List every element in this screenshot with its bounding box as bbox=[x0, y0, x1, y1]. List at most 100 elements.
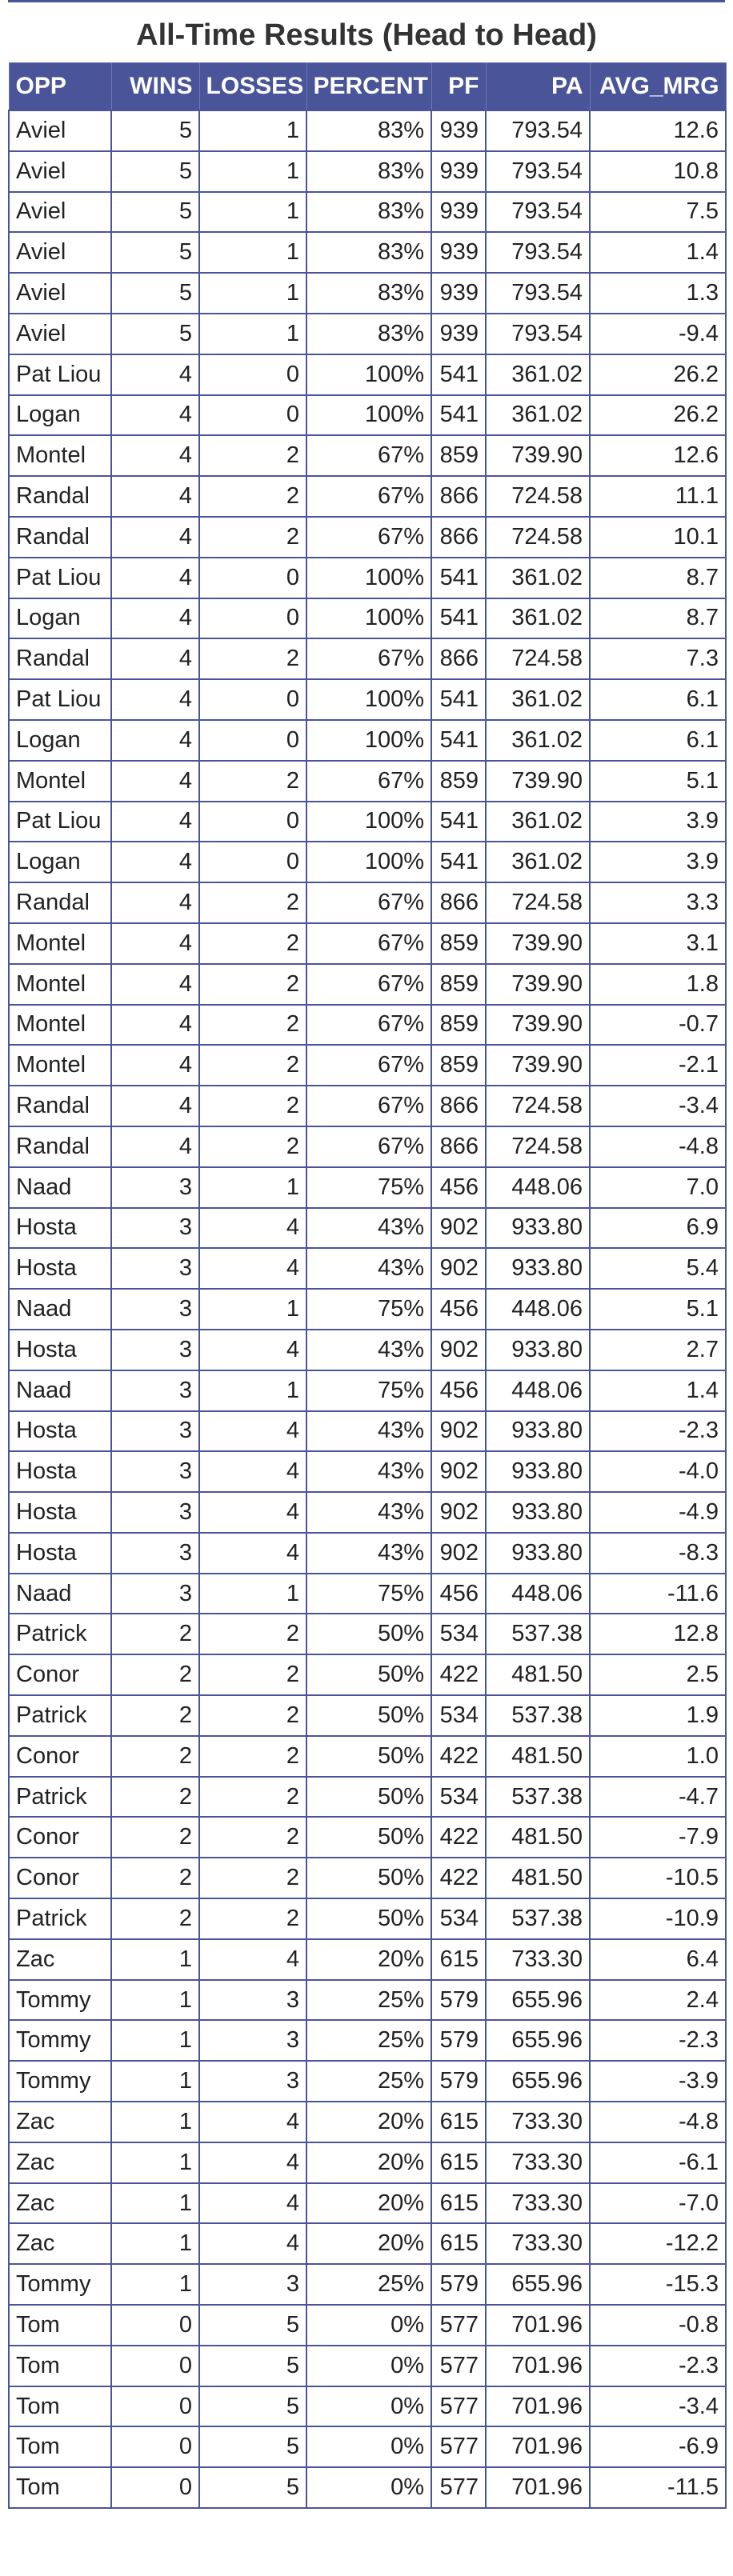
avg-mrg-cell: -7.9 bbox=[589, 1816, 727, 1859]
avg-mrg-cell: -8.3 bbox=[589, 1531, 727, 1574]
wins-cell: 3 bbox=[110, 1247, 200, 1290]
losses-cell: 2 bbox=[198, 1044, 307, 1087]
losses-cell: 4 bbox=[198, 1491, 307, 1534]
wins-cell: 4 bbox=[110, 556, 200, 599]
percent-cell: 83% bbox=[306, 231, 432, 274]
pa-cell: 701.96 bbox=[485, 2344, 591, 2387]
pa-cell: 481.50 bbox=[485, 1734, 591, 1778]
table-row: Tommy 1 3 25% 579 655.96 -15.3 bbox=[8, 2263, 727, 2306]
wins-cell: 5 bbox=[110, 190, 200, 234]
losses-cell: 4 bbox=[198, 2222, 307, 2266]
pa-cell: 739.90 bbox=[485, 922, 591, 965]
losses-cell: 2 bbox=[198, 1775, 307, 1818]
wins-cell: 4 bbox=[110, 718, 200, 762]
pa-cell: 724.58 bbox=[485, 475, 591, 518]
wins-cell: 2 bbox=[110, 1898, 200, 1940]
pf-cell: 615 bbox=[431, 2222, 487, 2266]
pa-cell: 933.80 bbox=[485, 1450, 591, 1494]
losses-cell: 0 bbox=[198, 841, 307, 884]
pa-cell: 724.58 bbox=[485, 1125, 591, 1168]
losses-cell: 3 bbox=[198, 2263, 307, 2306]
losses-cell: 4 bbox=[198, 2182, 307, 2225]
table-row: Patrick 2 2 50% 534 537.38 -4.7 bbox=[8, 1775, 727, 1818]
percent-cell: 50% bbox=[306, 1857, 432, 1900]
column-header-avg-mrg[interactable]: AVG_MRG bbox=[589, 62, 727, 111]
table-row: Tom 0 5 0% 577 701.96 -6.9 bbox=[8, 2426, 727, 2469]
opp-cell: Pat Liou bbox=[8, 678, 112, 721]
pf-cell: 534 bbox=[431, 1694, 487, 1737]
pf-cell: 859 bbox=[431, 922, 487, 965]
percent-cell: 0% bbox=[306, 2304, 432, 2346]
pa-cell: 739.90 bbox=[485, 759, 591, 802]
pa-cell: 701.96 bbox=[485, 2385, 591, 2428]
opp-cell: Randal bbox=[8, 1085, 112, 1127]
column-header-wins[interactable]: WINS bbox=[110, 62, 200, 111]
table-row: Tom 0 5 0% 577 701.96 -11.5 bbox=[8, 2466, 727, 2510]
avg-mrg-cell: 11.1 bbox=[589, 475, 727, 518]
wins-cell: 2 bbox=[110, 1734, 200, 1778]
percent-cell: 75% bbox=[306, 1166, 432, 1209]
table-row: Montel 4 2 67% 859 739.90 1.8 bbox=[8, 962, 727, 1006]
losses-cell: 2 bbox=[198, 1857, 307, 1900]
column-header-opp[interactable]: OPP bbox=[8, 62, 112, 111]
pa-cell: 361.02 bbox=[485, 394, 591, 437]
wins-cell: 4 bbox=[110, 475, 200, 518]
avg-mrg-cell: 6.4 bbox=[589, 1938, 727, 1981]
opp-cell: Aviel bbox=[8, 272, 112, 314]
column-header-pa[interactable]: PA bbox=[485, 62, 591, 111]
avg-mrg-cell: -4.0 bbox=[589, 1450, 727, 1494]
pa-cell: 481.50 bbox=[485, 1857, 591, 1900]
avg-mrg-cell: 2.5 bbox=[589, 1654, 727, 1697]
wins-cell: 4 bbox=[110, 962, 200, 1006]
avg-mrg-cell: -6.1 bbox=[589, 2141, 727, 2184]
percent-cell: 67% bbox=[306, 882, 432, 924]
table-row: Zac 1 4 20% 615 733.30 -12.2 bbox=[8, 2222, 727, 2266]
wins-cell: 4 bbox=[110, 1003, 200, 1046]
pf-cell: 859 bbox=[431, 1044, 487, 1087]
column-header-losses[interactable]: LOSSES bbox=[198, 62, 307, 111]
losses-cell: 5 bbox=[198, 2385, 307, 2428]
pf-cell: 534 bbox=[431, 1613, 487, 1656]
pf-cell: 577 bbox=[431, 2304, 487, 2346]
percent-cell: 75% bbox=[306, 1288, 432, 1330]
column-header-percent[interactable]: PERCENT bbox=[306, 62, 432, 111]
pf-cell: 615 bbox=[431, 1938, 487, 1981]
avg-mrg-cell: -10.5 bbox=[589, 1857, 727, 1900]
pa-cell: 655.96 bbox=[485, 2019, 591, 2062]
table-row: Conor 2 2 50% 422 481.50 2.5 bbox=[8, 1654, 727, 1697]
pf-cell: 579 bbox=[431, 2019, 487, 2062]
pf-cell: 541 bbox=[431, 841, 487, 884]
losses-cell: 5 bbox=[198, 2304, 307, 2346]
wins-cell: 1 bbox=[110, 2101, 200, 2143]
losses-cell: 0 bbox=[198, 597, 307, 640]
avg-mrg-cell: -4.7 bbox=[589, 1775, 727, 1818]
opp-cell: Montel bbox=[8, 962, 112, 1006]
opp-cell: Pat Liou bbox=[8, 800, 112, 843]
opp-cell: Conor bbox=[8, 1816, 112, 1859]
opp-cell: Logan bbox=[8, 718, 112, 762]
pa-cell: 733.30 bbox=[485, 2141, 591, 2184]
losses-cell: 5 bbox=[198, 2426, 307, 2469]
pa-cell: 739.90 bbox=[485, 962, 591, 1006]
wins-cell: 5 bbox=[110, 231, 200, 274]
avg-mrg-cell: 5.1 bbox=[589, 1288, 727, 1330]
percent-cell: 0% bbox=[306, 2466, 432, 2510]
percent-cell: 50% bbox=[306, 1898, 432, 1940]
avg-mrg-cell: 5.4 bbox=[589, 1247, 727, 1290]
wins-cell: 1 bbox=[110, 2060, 200, 2103]
pa-cell: 481.50 bbox=[485, 1654, 591, 1697]
table-row: Naad 3 1 75% 456 448.06 7.0 bbox=[8, 1166, 727, 1209]
wins-cell: 3 bbox=[110, 1288, 200, 1330]
table-row: Montel 4 2 67% 859 739.90 -2.1 bbox=[8, 1044, 727, 1087]
losses-cell: 4 bbox=[198, 1450, 307, 1494]
avg-mrg-cell: 3.9 bbox=[589, 800, 727, 843]
wins-cell: 1 bbox=[110, 1978, 200, 2022]
pf-cell: 579 bbox=[431, 2060, 487, 2103]
pf-cell: 456 bbox=[431, 1572, 487, 1615]
avg-mrg-cell: -2.3 bbox=[589, 2019, 727, 2062]
losses-cell: 2 bbox=[198, 515, 307, 558]
losses-cell: 2 bbox=[198, 1003, 307, 1046]
pf-cell: 902 bbox=[431, 1206, 487, 1250]
column-header-pf[interactable]: PF bbox=[431, 62, 487, 111]
opp-cell: Tommy bbox=[8, 2019, 112, 2062]
